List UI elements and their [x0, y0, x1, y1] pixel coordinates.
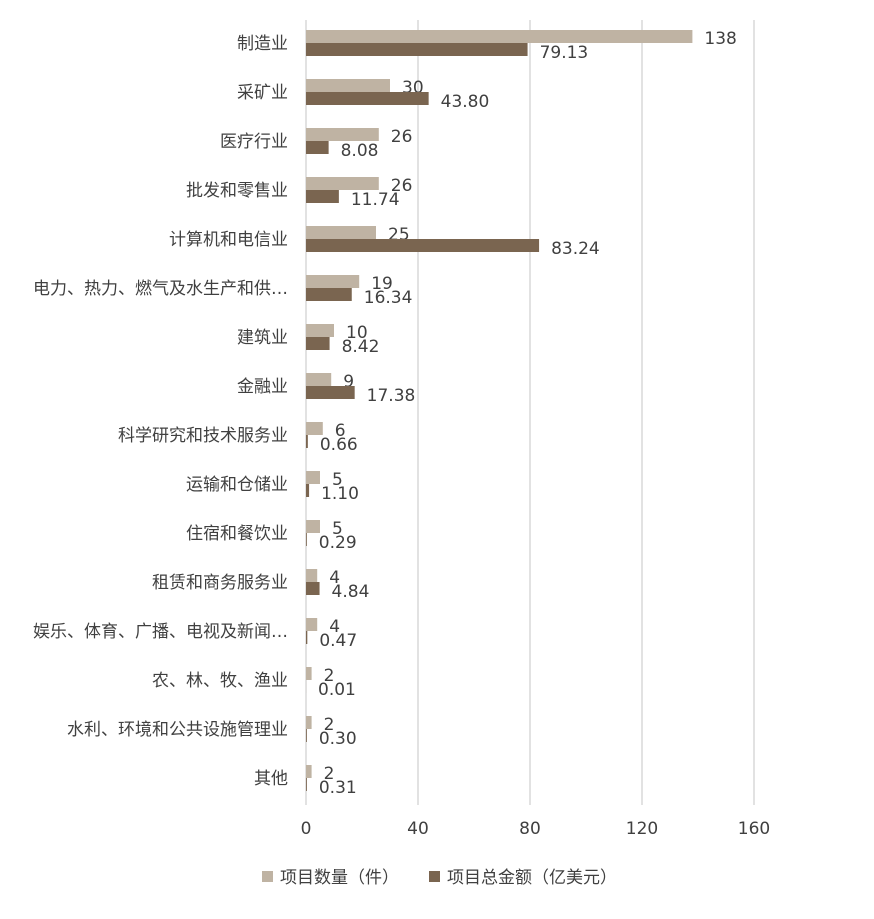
y-tick-label: 金融业 [237, 377, 288, 397]
value-label: 17.38 [367, 386, 416, 406]
y-tick-label: 娱乐、体育、广播、电视及新闻… [33, 622, 288, 642]
bar [306, 128, 379, 141]
value-label: 2 [324, 666, 335, 686]
value-label: 138 [704, 29, 736, 49]
value-label: 26 [391, 176, 413, 196]
value-label: 5 [332, 519, 343, 539]
x-tick-label: 0 [301, 819, 312, 839]
legend-swatch [429, 871, 440, 882]
bar [306, 190, 339, 203]
y-tick-label: 住宿和餐饮业 [186, 524, 288, 544]
value-label: 1.10 [321, 484, 359, 504]
value-label: 0.29 [319, 533, 357, 553]
y-tick-label: 医疗行业 [220, 132, 288, 152]
y-tick-label: 租赁和商务服务业 [152, 573, 288, 593]
y-tick-label: 制造业 [237, 34, 288, 54]
legend-label: 项目数量（件） [280, 868, 399, 888]
y-tick-label: 其他 [254, 769, 288, 789]
bar [306, 79, 390, 92]
value-label: 6 [335, 421, 346, 441]
bar [306, 288, 352, 301]
bar [306, 716, 312, 729]
y-tick-label: 采矿业 [237, 83, 288, 103]
y-tick-label: 批发和零售业 [186, 181, 288, 201]
y-tick-label: 建筑业 [237, 328, 288, 348]
bar [306, 30, 693, 43]
value-label: 83.24 [551, 239, 600, 259]
bar [306, 177, 379, 190]
value-label: 9 [343, 372, 354, 392]
bar [306, 422, 323, 435]
bar [306, 43, 528, 56]
value-label: 0.47 [319, 631, 357, 651]
bar [306, 533, 307, 546]
value-label: 11.74 [351, 190, 400, 210]
bar [306, 471, 320, 484]
value-label: 10 [346, 323, 368, 343]
value-label: 0.30 [319, 729, 357, 749]
value-label: 4 [329, 617, 340, 637]
value-label: 2 [324, 715, 335, 735]
bar [306, 582, 320, 595]
bar [306, 765, 312, 778]
bar [306, 324, 334, 337]
y-tick-label: 科学研究和技术服务业 [118, 426, 288, 446]
bar [306, 141, 329, 154]
x-tick-label: 120 [626, 819, 658, 839]
y-tick-label: 电力、热力、燃气及水生产和供… [33, 279, 288, 299]
bar [306, 484, 310, 497]
bar [306, 226, 376, 239]
value-label: 43.80 [441, 92, 490, 112]
value-label: 0.01 [318, 680, 356, 700]
bar [306, 778, 307, 791]
bar [306, 569, 318, 582]
y-tick-label: 运输和仓储业 [186, 475, 288, 495]
legend-label: 项目总金额（亿美元） [447, 868, 617, 888]
y-tick-label: 计算机和电信业 [169, 230, 288, 250]
bar [306, 667, 312, 680]
bar [306, 275, 360, 288]
value-label: 5 [332, 470, 343, 490]
value-label: 4.84 [332, 582, 370, 602]
bar [306, 631, 308, 644]
bar [306, 386, 355, 399]
bar [306, 520, 320, 533]
value-label: 0.31 [319, 778, 357, 798]
value-label: 79.13 [540, 43, 589, 63]
value-label: 0.66 [320, 435, 358, 455]
x-tick-label: 40 [407, 819, 429, 839]
value-label: 2 [324, 764, 335, 784]
bar [306, 337, 330, 350]
value-label: 4 [329, 568, 340, 588]
y-tick-label: 水利、环境和公共设施管理业 [67, 720, 288, 740]
bar [306, 92, 429, 105]
value-label: 19 [371, 274, 393, 294]
value-label: 26 [391, 127, 413, 147]
value-label: 8.08 [341, 141, 379, 161]
bar [306, 239, 540, 252]
legend-swatch [262, 871, 273, 882]
value-label: 16.34 [364, 288, 413, 308]
x-tick-label: 160 [738, 819, 770, 839]
x-tick-label: 80 [519, 819, 541, 839]
value-label: 8.42 [342, 337, 380, 357]
y-tick-label: 农、林、牧、渔业 [152, 671, 288, 691]
bar [306, 618, 318, 631]
bar [306, 435, 308, 448]
bar [306, 729, 307, 742]
bar [306, 373, 332, 386]
